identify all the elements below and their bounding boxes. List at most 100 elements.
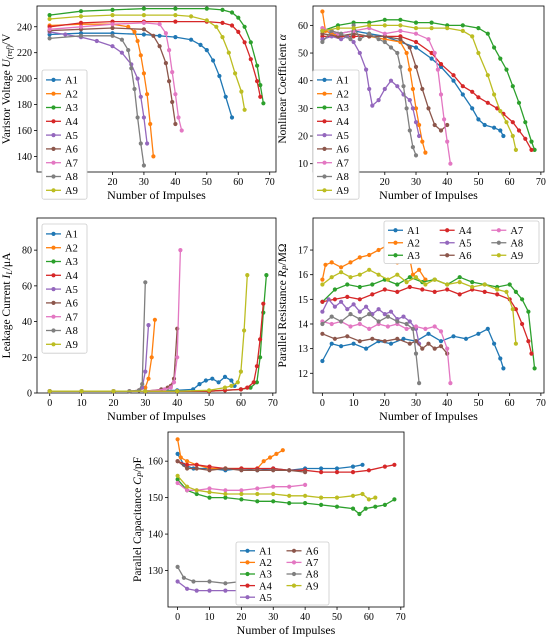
data-point-A1 — [334, 466, 340, 471]
data-point-A8 — [140, 382, 145, 387]
data-point-A9 — [366, 497, 371, 502]
data-point-A8 — [410, 326, 415, 331]
data-point-A9 — [367, 23, 372, 28]
legend-label-A8: A8 — [306, 570, 319, 581]
data-point-A9 — [476, 50, 481, 56]
legend-label-A6: A6 — [65, 299, 78, 310]
legend-swatch-marker — [51, 245, 56, 250]
data-point-A6 — [438, 344, 444, 349]
legend-label-A2: A2 — [259, 558, 272, 569]
x-tick-label: 30 — [139, 177, 149, 188]
data-point-A9 — [255, 491, 260, 497]
series-line-A3 — [322, 19, 536, 151]
data-point-A3 — [526, 309, 531, 314]
x-tick-label: 0 — [175, 612, 180, 623]
data-point-A9 — [373, 495, 378, 500]
data-point-A8 — [385, 314, 390, 319]
legend-swatch-marker — [393, 253, 398, 258]
data-point-A8 — [78, 33, 84, 38]
data-point-A9 — [239, 491, 244, 497]
legend-label-A7: A7 — [65, 312, 78, 323]
data-point-A7 — [432, 50, 437, 56]
data-point-A9 — [175, 389, 180, 394]
legend-swatch-marker — [322, 91, 327, 96]
x-axis-label: Number of Impulses — [237, 623, 336, 637]
series-line-A4 — [177, 460, 395, 473]
data-point-A9 — [239, 89, 244, 94]
data-point-A5 — [357, 309, 362, 314]
series-line-A1 — [321, 327, 505, 369]
data-point-A7 — [329, 321, 334, 327]
data-point-A5 — [395, 84, 400, 89]
data-point-A3 — [255, 499, 260, 504]
data-point-A9 — [143, 389, 148, 394]
legend-swatch-marker — [245, 583, 250, 588]
y-axis-label: Parallel Resistance RP/MΩ — [277, 244, 290, 368]
data-point-A4 — [407, 284, 412, 290]
data-point-A1 — [401, 336, 406, 341]
data-point-A7 — [438, 92, 444, 97]
data-point-A3 — [398, 17, 403, 22]
legend-swatch-marker — [51, 314, 56, 319]
data-point-A4 — [173, 19, 178, 24]
data-point-A5 — [146, 323, 151, 328]
x-tick-label: 50 — [204, 398, 214, 409]
data-point-A4 — [357, 297, 362, 302]
y-axis-label: Parallel Capacitance CP/pF — [132, 457, 145, 582]
x-tick-label: 60 — [236, 398, 246, 409]
legend: A1 A2 A3 A4 A5 A6 A7 A8 A9 — [41, 69, 88, 200]
legend-label-A9: A9 — [510, 251, 523, 262]
data-point-A4 — [482, 289, 487, 294]
data-point-A1 — [173, 35, 178, 40]
legend-swatch-marker — [322, 188, 327, 193]
data-point-A3 — [407, 275, 412, 280]
data-point-A4 — [251, 380, 256, 385]
y-tick-label: 15 — [298, 295, 308, 306]
data-point-A1 — [339, 344, 344, 349]
data-point-A8 — [404, 321, 409, 327]
x-tick-label: 70 — [396, 612, 406, 623]
legend-label-A6: A6 — [459, 251, 472, 262]
data-point-A9 — [457, 280, 462, 285]
data-point-A9 — [513, 147, 519, 152]
data-point-A3 — [516, 100, 522, 105]
data-point-A1 — [157, 33, 162, 38]
y-tick-label: 240 — [17, 22, 32, 33]
data-point-A6 — [445, 122, 450, 128]
legend-box — [235, 541, 330, 606]
legend-label-A7: A7 — [336, 158, 349, 169]
y-tick-label: 40 — [22, 317, 32, 328]
legend-label-A1: A1 — [407, 226, 420, 237]
data-point-A2 — [151, 154, 156, 159]
series-line-A3 — [49, 7, 265, 104]
data-point-A1 — [175, 451, 180, 456]
data-point-A1 — [492, 341, 497, 346]
legend-label-A5: A5 — [336, 131, 349, 142]
data-point-A2 — [423, 150, 428, 155]
data-point-A2 — [417, 267, 422, 272]
legend-label-A5: A5 — [459, 238, 472, 249]
data-point-A6 — [287, 468, 292, 473]
legend-label-A3: A3 — [336, 103, 349, 114]
data-point-A3 — [507, 282, 512, 287]
data-point-A3 — [382, 502, 387, 507]
data-point-A9 — [385, 277, 390, 282]
data-point-A2 — [135, 38, 140, 44]
x-tick-label: 70 — [536, 177, 546, 188]
data-point-A5 — [339, 299, 344, 304]
data-point-A9 — [423, 282, 428, 287]
data-point-A5 — [207, 588, 212, 593]
data-point-A9 — [185, 484, 190, 489]
plot-frame — [167, 431, 405, 608]
data-point-A5 — [370, 103, 375, 108]
data-point-A3 — [220, 7, 225, 12]
data-point-A4 — [395, 289, 400, 294]
data-point-A7 — [348, 324, 353, 329]
data-point-A4 — [248, 57, 253, 62]
data-point-A9 — [319, 495, 324, 500]
legend-swatch-marker — [245, 560, 250, 565]
data-point-A9 — [204, 18, 209, 23]
data-point-A1 — [223, 94, 228, 99]
y-tick-label: 20 — [22, 353, 32, 364]
legend-label-A9: A9 — [306, 581, 319, 592]
